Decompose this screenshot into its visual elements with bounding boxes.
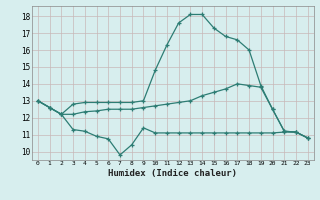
X-axis label: Humidex (Indice chaleur): Humidex (Indice chaleur) (108, 169, 237, 178)
